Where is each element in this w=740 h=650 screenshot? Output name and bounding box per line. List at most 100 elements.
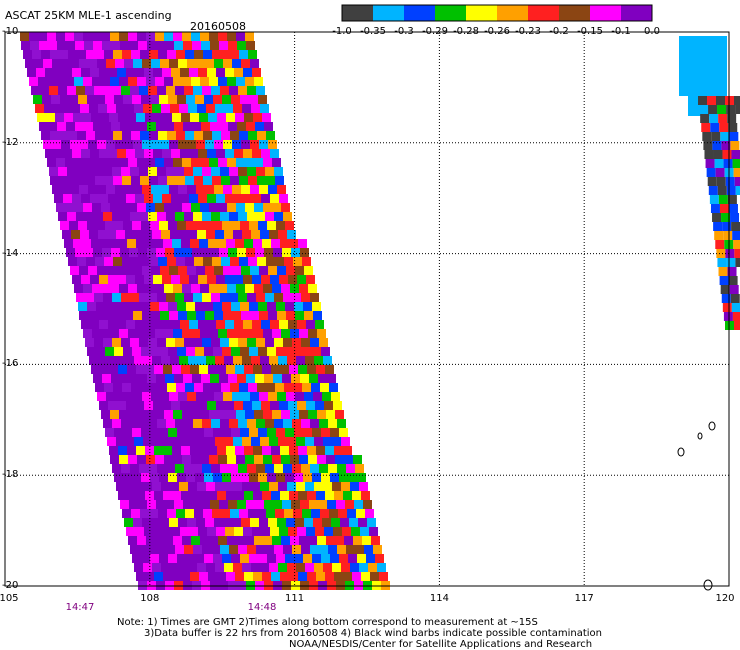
swath-cell bbox=[207, 194, 216, 203]
swath-cell bbox=[254, 410, 263, 419]
swath-cell bbox=[94, 338, 103, 347]
swath-cell bbox=[196, 392, 205, 401]
swath-cell bbox=[166, 545, 175, 554]
swath-cell bbox=[81, 320, 90, 329]
swath-cell bbox=[113, 383, 122, 392]
swath-cell bbox=[301, 545, 310, 554]
swath-cell bbox=[20, 32, 29, 41]
swath-cell bbox=[143, 104, 152, 113]
swath-cell bbox=[277, 311, 286, 320]
colorbar-swatch bbox=[497, 5, 528, 21]
swath-cell bbox=[213, 428, 222, 437]
island-outline bbox=[703, 579, 713, 591]
swath-cell bbox=[124, 311, 133, 320]
swath-cell bbox=[52, 140, 61, 149]
swath-cell bbox=[125, 356, 134, 365]
swath-cell bbox=[167, 509, 176, 518]
swath-cell bbox=[297, 275, 306, 284]
swath-cell bbox=[296, 563, 305, 572]
swath-cell bbox=[81, 275, 90, 284]
swath-cell bbox=[166, 86, 175, 95]
swath-cell bbox=[137, 329, 146, 338]
swath-cell bbox=[134, 230, 143, 239]
swath-cell bbox=[141, 302, 150, 311]
swath-cell bbox=[37, 113, 46, 122]
swath-cell bbox=[200, 32, 209, 41]
swath-cell bbox=[57, 41, 66, 50]
swath-cell bbox=[245, 77, 254, 86]
swath-cell bbox=[202, 212, 211, 221]
swath-cell bbox=[98, 356, 107, 365]
swath-cell bbox=[353, 536, 362, 545]
swath-cell bbox=[191, 158, 200, 167]
swath-cell bbox=[284, 509, 293, 518]
swath-cell bbox=[735, 186, 740, 195]
swath-cell bbox=[161, 482, 170, 491]
swath-cell bbox=[140, 176, 149, 185]
swath-cell bbox=[232, 59, 241, 68]
swath-cell bbox=[122, 509, 131, 518]
swath-cell bbox=[179, 437, 188, 446]
islands bbox=[677, 421, 716, 591]
swath-cell bbox=[192, 374, 201, 383]
swath-cell bbox=[129, 41, 138, 50]
swath-cell bbox=[229, 464, 238, 473]
swath-cell bbox=[159, 473, 168, 482]
swath-cell bbox=[50, 131, 59, 140]
swath-cell bbox=[217, 239, 226, 248]
swath-cell bbox=[107, 230, 116, 239]
swath-cell bbox=[267, 428, 276, 437]
swath-cell bbox=[172, 491, 181, 500]
swath-cell bbox=[701, 123, 711, 132]
swath-cell bbox=[92, 329, 101, 338]
swath-cell bbox=[286, 392, 295, 401]
swath-cell bbox=[312, 473, 321, 482]
swath-cell bbox=[271, 491, 280, 500]
swath-cell bbox=[215, 356, 224, 365]
swath-cell bbox=[184, 545, 193, 554]
swath-cell bbox=[187, 392, 196, 401]
swath-cell bbox=[183, 374, 192, 383]
swath-cell bbox=[168, 428, 177, 437]
swath-cell bbox=[246, 374, 255, 383]
swath-cell bbox=[185, 131, 194, 140]
swath-cell bbox=[117, 149, 126, 158]
swath-cell bbox=[110, 329, 119, 338]
swath-cell bbox=[124, 266, 133, 275]
swath-cell bbox=[303, 428, 312, 437]
swath-cell bbox=[244, 239, 253, 248]
swath-cell bbox=[81, 68, 90, 77]
swath-cell bbox=[167, 131, 176, 140]
swath-cell bbox=[230, 509, 239, 518]
swath-cell bbox=[231, 302, 240, 311]
swath-cell bbox=[259, 311, 268, 320]
swath-cell bbox=[71, 230, 80, 239]
swath-cell bbox=[158, 176, 167, 185]
swath-cell bbox=[180, 149, 189, 158]
swath-cell bbox=[330, 554, 339, 563]
swath-cell bbox=[117, 320, 126, 329]
swath-cell bbox=[133, 140, 142, 149]
swath-cell bbox=[311, 509, 320, 518]
swath-cell bbox=[236, 203, 245, 212]
swath-cell bbox=[144, 320, 153, 329]
swath-cell bbox=[214, 185, 223, 194]
swath-cell bbox=[126, 149, 135, 158]
swath-cell bbox=[336, 500, 345, 509]
swath-cell bbox=[169, 59, 178, 68]
swath-cell bbox=[184, 338, 193, 347]
swath-cell bbox=[279, 401, 288, 410]
swath-cell bbox=[131, 383, 140, 392]
swath-cell bbox=[265, 545, 274, 554]
swath-cell bbox=[88, 59, 97, 68]
swath-cell bbox=[105, 95, 114, 104]
swath-cell bbox=[717, 186, 727, 195]
swath-cell bbox=[127, 491, 136, 500]
swath-cell bbox=[83, 77, 92, 86]
swath-cell bbox=[135, 401, 144, 410]
swath-cell bbox=[90, 68, 99, 77]
swath-cell bbox=[90, 275, 99, 284]
swath-cell bbox=[161, 437, 170, 446]
swath-cell bbox=[276, 302, 285, 311]
swath-cell bbox=[105, 428, 114, 437]
